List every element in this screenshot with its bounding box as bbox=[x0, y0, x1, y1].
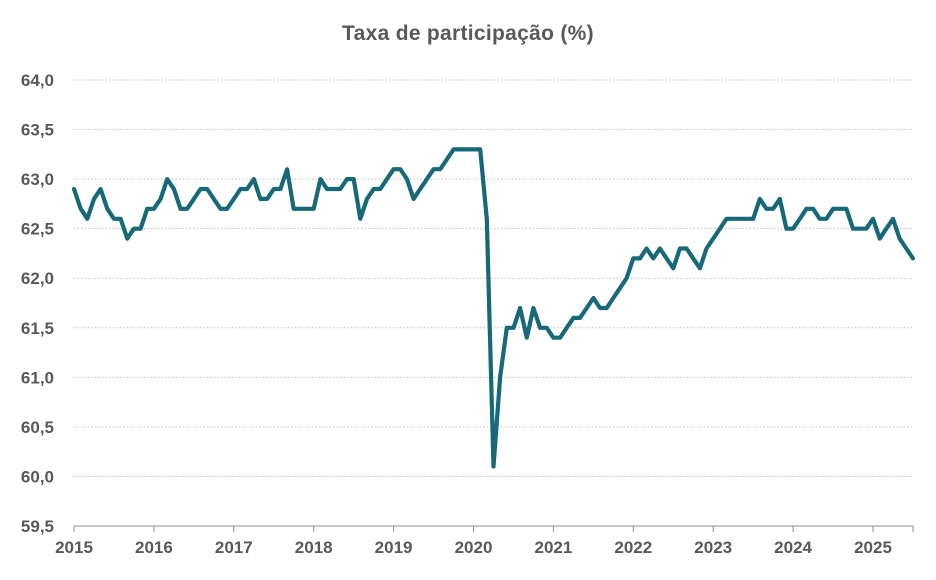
x-tick-label: 2023 bbox=[694, 538, 732, 557]
y-tick-label: 61,0 bbox=[21, 368, 54, 387]
y-tick-label: 63,0 bbox=[21, 170, 54, 189]
y-tick-label: 64,0 bbox=[21, 71, 54, 90]
chart-title: Taxa de participação (%) bbox=[342, 22, 594, 45]
x-tick-label: 2015 bbox=[55, 538, 93, 557]
x-tick-label: 2019 bbox=[375, 538, 413, 557]
x-tick-label: 2016 bbox=[135, 538, 173, 557]
x-tick-label: 2021 bbox=[534, 538, 572, 557]
x-tick-label: 2025 bbox=[854, 538, 892, 557]
y-axis-ticks: 59,5 60,0 60,5 61,0 61,5 62,0 62,5 63,0 63,5 64,0 bbox=[21, 71, 54, 536]
x-axis: 2015 2016 2017 2018 2019 2020 2021 2022 2023 2024… bbox=[55, 525, 914, 557]
x-tick-label: 2020 bbox=[455, 538, 493, 557]
y-tick-label: 59,5 bbox=[21, 517, 54, 536]
y-tick-label: 63,5 bbox=[21, 121, 54, 140]
x-tick-label: 2018 bbox=[295, 538, 333, 557]
y-tick-label: 60,5 bbox=[21, 418, 54, 437]
y-tick-label: 62,5 bbox=[21, 220, 54, 239]
x-tick-label: 2017 bbox=[215, 538, 253, 557]
y-tick-label: 61,5 bbox=[21, 319, 54, 338]
y-tick-label: 60,0 bbox=[21, 467, 54, 486]
series-layer bbox=[71, 147, 916, 469]
x-tick-label: 2022 bbox=[614, 538, 652, 557]
x-tick-label: 2024 bbox=[774, 538, 812, 557]
y-tick-label: 62,0 bbox=[21, 269, 54, 288]
series-line bbox=[71, 147, 916, 469]
